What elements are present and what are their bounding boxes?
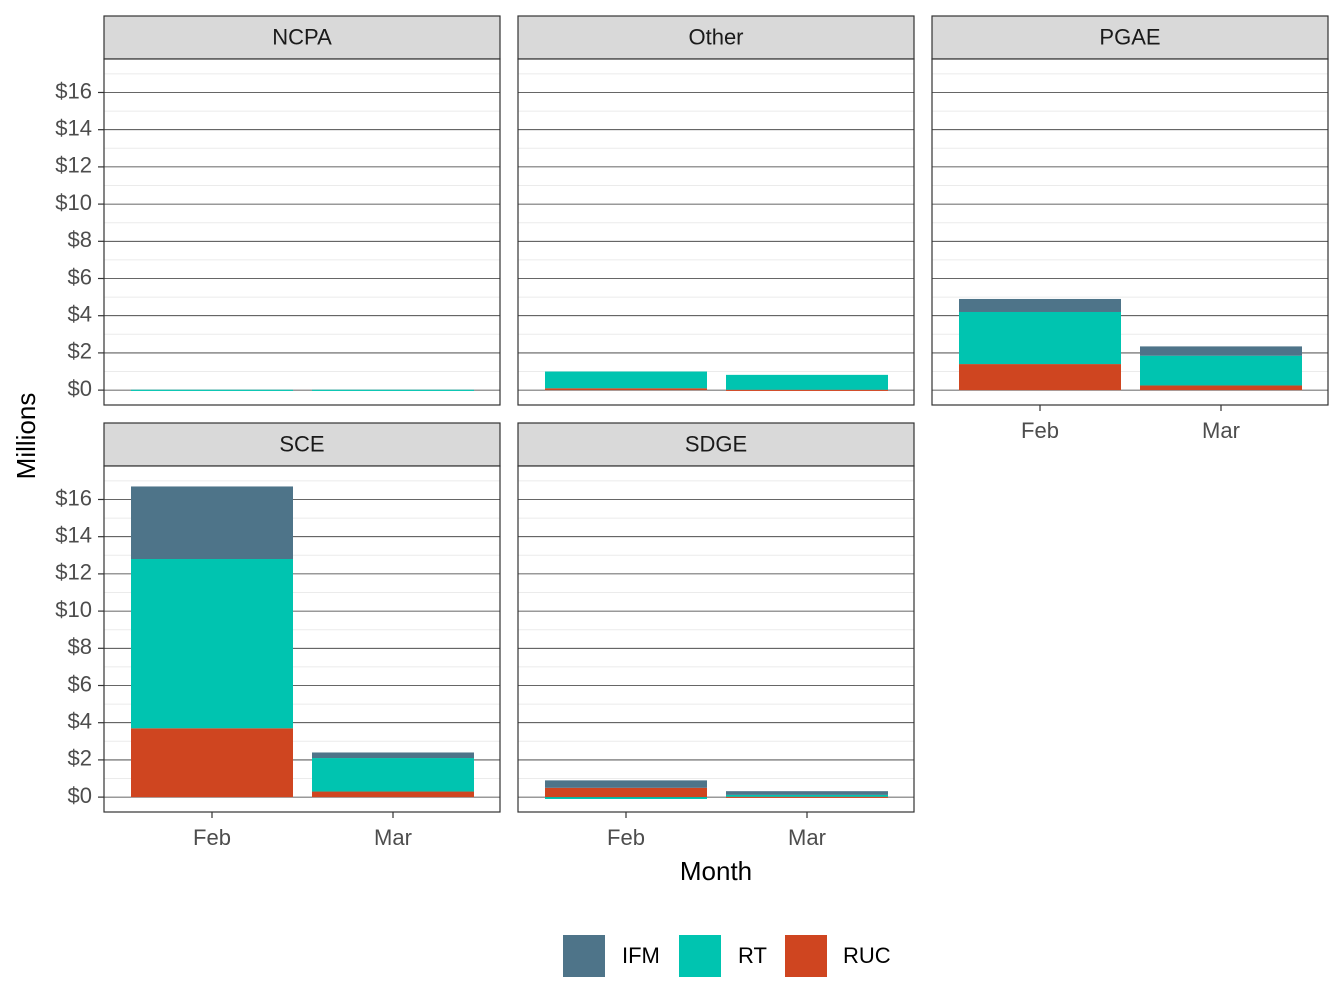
y-tick-label: $14	[55, 116, 92, 141]
legend-swatch-rt	[679, 935, 721, 977]
bar-sce-mar-ruc	[312, 791, 474, 798]
panel-border-pgae	[931, 58, 1329, 406]
bar-pgae-feb-rt	[959, 311, 1121, 365]
strip-sdge	[517, 422, 915, 467]
legend-label-ifm: IFM	[622, 943, 660, 968]
panel-bg-sdge	[518, 466, 914, 812]
bar-other-mar-ruc	[726, 389, 888, 391]
legend-label-ruc: RUC	[843, 943, 891, 968]
bar-ncpa-feb-rt	[131, 389, 293, 391]
bar-sdge-feb-ifm	[545, 780, 707, 788]
panel-bg-ncpa	[104, 59, 500, 405]
strip-pgae	[931, 15, 1329, 60]
bar-pgae-mar-ruc	[1140, 385, 1302, 391]
strip-label-pgae: PGAE	[1099, 24, 1160, 49]
bar-sce-feb-ifm	[131, 486, 293, 560]
y-tick-label: $4	[68, 302, 92, 327]
legend-swatch-ruc	[785, 935, 827, 977]
strip-ncpa	[103, 15, 501, 60]
bar-ncpa-mar-rt	[312, 389, 474, 391]
bar-sce-feb-ruc	[131, 728, 293, 798]
x-tick-label-feb: Feb	[607, 825, 645, 850]
panel-border-sce	[103, 465, 501, 813]
bar-sce-feb-rt	[131, 559, 293, 729]
x-tick-label-mar: Mar	[374, 825, 412, 850]
y-tick-label: $16	[55, 78, 92, 103]
y-tick-label: $0	[68, 783, 92, 808]
bar-pgae-mar-rt	[1140, 355, 1302, 386]
bar-sce-mar-ifm	[312, 752, 474, 759]
y-tick-label: $12	[55, 560, 92, 585]
panel-border-ncpa	[103, 58, 501, 406]
bar-sdge-mar-rt	[726, 794, 888, 797]
bar-pgae-feb-ruc	[959, 364, 1121, 391]
y-tick-label: $2	[68, 339, 92, 364]
y-tick-label: $14	[55, 523, 92, 548]
y-tick-label: $2	[68, 746, 92, 771]
y-tick-label: $10	[55, 190, 92, 215]
y-tick-label: $12	[55, 153, 92, 178]
y-tick-label: $4	[68, 709, 92, 734]
bar-sdge-feb-ruc	[545, 787, 707, 798]
strip-label-sdge: SDGE	[685, 431, 747, 456]
x-tick-label-feb: Feb	[193, 825, 231, 850]
bar-sdge-mar-ifm	[726, 791, 888, 795]
x-tick-label-feb: Feb	[1021, 418, 1059, 443]
y-tick-label: $10	[55, 597, 92, 622]
bar-pgae-feb-ifm	[959, 298, 1121, 312]
y-tick-label: $0	[68, 376, 92, 401]
x-tick-label-mar: Mar	[788, 825, 826, 850]
x-axis-title: Month	[680, 856, 752, 886]
y-axis-title: Millions	[11, 393, 41, 480]
y-tick-label: $8	[68, 227, 92, 252]
panel-border-other	[517, 58, 915, 406]
y-tick-label: $8	[68, 634, 92, 659]
strip-sce	[103, 422, 501, 467]
bar-sdge-feb-rt	[545, 797, 707, 799]
x-tick-label-mar: Mar	[1202, 418, 1240, 443]
strip-label-ncpa: NCPA	[272, 24, 332, 49]
bar-other-feb-rt	[545, 371, 707, 389]
strip-label-other: Other	[688, 24, 743, 49]
bar-sce-mar-rt	[312, 758, 474, 792]
panel-bg-other	[518, 59, 914, 405]
bar-other-mar-rt	[726, 374, 888, 390]
bar-other-feb-ruc	[545, 388, 707, 391]
y-tick-label: $16	[55, 485, 92, 510]
y-tick-label: $6	[68, 264, 92, 289]
bar-sdge-mar-ruc	[726, 796, 888, 798]
panel-border-sdge	[517, 465, 915, 813]
strip-label-sce: SCE	[279, 431, 324, 456]
legend-label-rt: RT	[738, 943, 767, 968]
bar-pgae-mar-ifm	[1140, 346, 1302, 356]
strip-other	[517, 15, 915, 60]
y-tick-label: $6	[68, 671, 92, 696]
legend-swatch-ifm	[563, 935, 605, 977]
